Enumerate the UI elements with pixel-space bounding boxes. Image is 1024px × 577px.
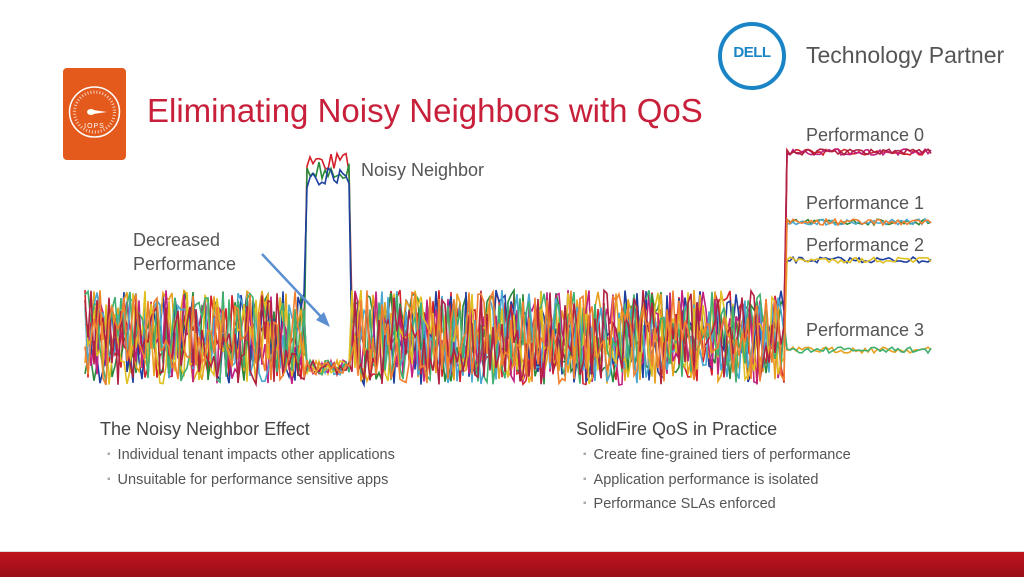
dell-logo: [718, 22, 786, 90]
arrow-head-icon: [316, 312, 330, 327]
tier-label-3: Performance 3: [806, 320, 925, 340]
right-bullets: Create fine-grained tiers of performance…: [583, 447, 851, 521]
performance-label: Performance: [133, 254, 237, 274]
bullet: Individual tenant impacts other applicat…: [107, 447, 395, 472]
iops-label: IOPS: [84, 123, 105, 130]
arrow-icon: [261, 253, 327, 323]
tier-label-1: Performance 1: [806, 193, 925, 213]
tier-label-2: Performance 2: [806, 235, 925, 255]
bullet: Unsuitable for performance sensitive app…: [107, 472, 395, 497]
partner-text: Technology Partner: [806, 42, 1005, 68]
left-heading: The Noisy Neighbor Effect: [100, 419, 310, 439]
page-title: Eliminating Noisy Neighbors with QoS: [147, 92, 703, 129]
dell-logo-text: DELL: [733, 44, 771, 61]
bullet: Create fine-grained tiers of performance: [583, 447, 851, 472]
footer-bar: [0, 551, 1024, 577]
performance-line: [84, 216, 932, 386]
bullet: Application performance is isolated: [583, 472, 851, 497]
bullet: Performance SLAs enforced: [583, 496, 851, 521]
noisy-neighbor-label: Noisy Neighbor: [361, 160, 485, 180]
tier-label-0: Performance 0: [806, 125, 925, 145]
left-bullets: Individual tenant impacts other applicat…: [107, 447, 395, 496]
iops-gauge-icon: IOPS: [63, 68, 126, 160]
performance-line: [84, 289, 932, 385]
right-heading: SolidFire QoS in Practice: [576, 419, 778, 439]
decreased-label: Decreased: [133, 230, 221, 250]
